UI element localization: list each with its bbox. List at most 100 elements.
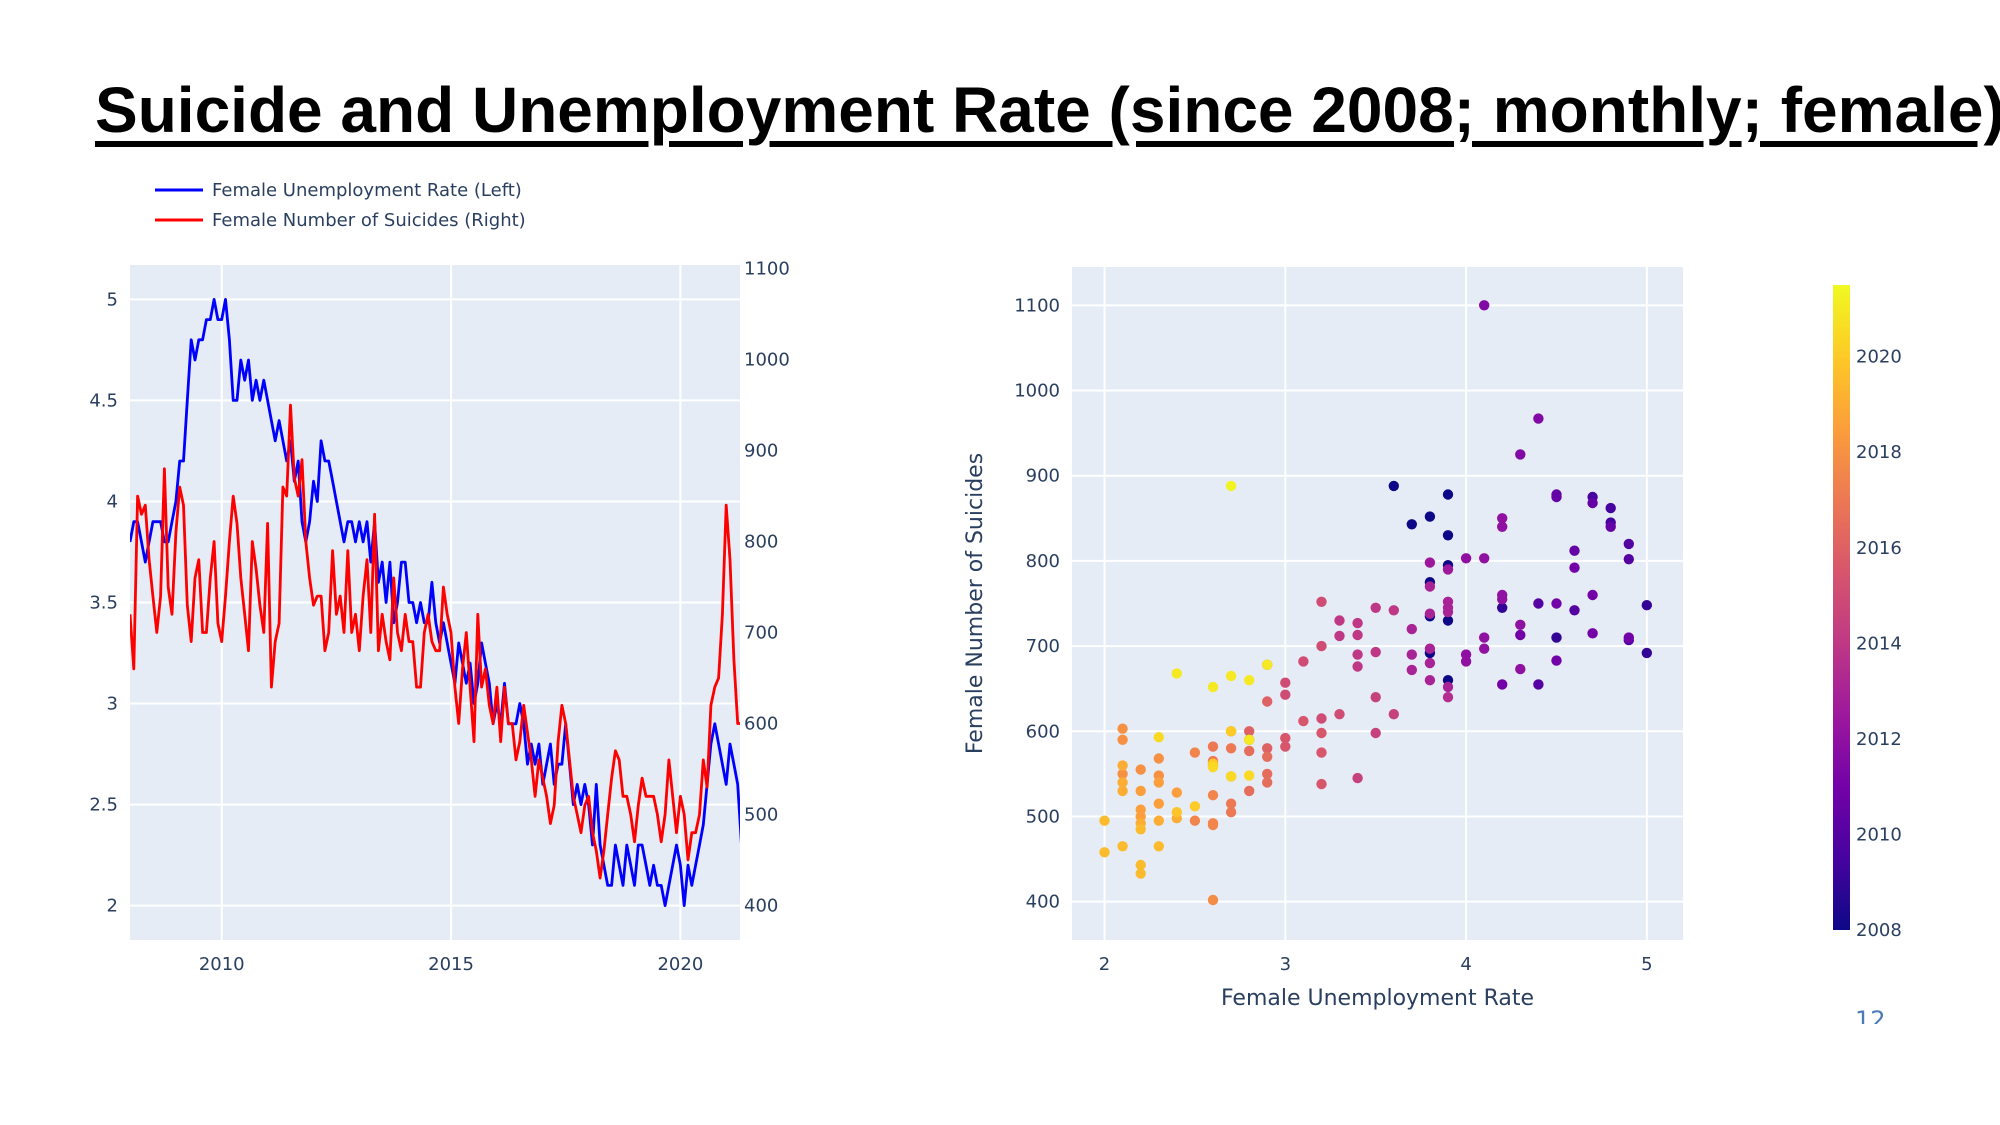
scatter-point bbox=[1442, 692, 1454, 703]
scatter-point bbox=[1262, 659, 1273, 670]
line-y-right-tick-label: 600 bbox=[744, 713, 778, 734]
scatter-point bbox=[1460, 656, 1472, 667]
scatter-x-axis-label: Female Unemployment Rate bbox=[1221, 986, 1534, 1011]
scatter-y-tick-label: 1100 bbox=[1014, 295, 1060, 316]
scatter-point bbox=[1497, 521, 1508, 532]
scatter-point bbox=[1370, 727, 1381, 739]
scatter-point bbox=[1424, 608, 1436, 619]
scatter-point bbox=[1352, 661, 1363, 672]
scatter-point bbox=[1262, 751, 1273, 762]
scatter-y-tick-label: 700 bbox=[1026, 636, 1060, 657]
scatter-point bbox=[1117, 760, 1128, 771]
scatter-point bbox=[1225, 480, 1237, 492]
scatter-point bbox=[1262, 743, 1273, 754]
scatter-point bbox=[1244, 745, 1255, 757]
line-series-suicides bbox=[130, 403, 740, 880]
scatter-point bbox=[1533, 413, 1544, 424]
scatter-point bbox=[1099, 815, 1110, 826]
line-series-unemployment bbox=[130, 297, 740, 907]
scatter-point bbox=[1244, 675, 1255, 686]
scatter-point bbox=[1424, 643, 1436, 654]
scatter-point bbox=[1262, 777, 1273, 788]
scatter-point bbox=[1280, 732, 1291, 744]
scatter-point bbox=[1497, 594, 1508, 605]
colorbar-tick-label: 2018 bbox=[1856, 442, 1902, 463]
scatter-point bbox=[1515, 619, 1526, 630]
scatter-point bbox=[1424, 511, 1436, 522]
line-y-left-tick-label: 5 bbox=[107, 289, 118, 310]
scatter-point bbox=[1135, 859, 1146, 871]
scatter-point bbox=[1551, 632, 1562, 643]
scatter-point bbox=[1479, 632, 1490, 643]
scatter-point bbox=[1515, 449, 1526, 460]
scatter-y-tick-label: 1000 bbox=[1014, 381, 1060, 402]
scatter-point bbox=[1370, 602, 1381, 613]
scatter-point bbox=[1569, 545, 1580, 556]
scatter-point bbox=[1605, 521, 1616, 532]
scatter-point bbox=[1641, 647, 1653, 659]
scatter-point bbox=[1153, 798, 1165, 809]
scatter-y-tick-label: 600 bbox=[1026, 721, 1060, 742]
scatter-point bbox=[1316, 778, 1327, 790]
colorbar-tick-label: 2020 bbox=[1856, 347, 1902, 368]
scatter-point bbox=[1406, 519, 1418, 530]
line-y-right-tick-label: 1100 bbox=[744, 259, 790, 280]
scatter-point bbox=[1207, 761, 1219, 773]
scatter-point bbox=[1533, 679, 1544, 690]
line-y-right-tick-label: 500 bbox=[744, 804, 778, 825]
scatter-point bbox=[1460, 553, 1472, 564]
page-number: 12 bbox=[1855, 1008, 1886, 1024]
scatter-point bbox=[1225, 743, 1237, 754]
scatter-point bbox=[1316, 747, 1327, 758]
scatter-y-tick-label: 500 bbox=[1026, 806, 1060, 827]
slide-title: Suicide and Unemployment Rate (since 200… bbox=[95, 74, 2000, 146]
scatter-point bbox=[1153, 732, 1165, 743]
scatter-point bbox=[1153, 753, 1165, 764]
colorbar-bar bbox=[1833, 285, 1850, 930]
scatter-point bbox=[1352, 772, 1363, 784]
scatter-point bbox=[1262, 696, 1273, 707]
scatter-point bbox=[1117, 841, 1128, 852]
line-x-tick-label: 2020 bbox=[657, 954, 703, 975]
scatter-point bbox=[1334, 630, 1345, 642]
scatter-x-tick-label: 3 bbox=[1280, 954, 1291, 975]
scatter-point bbox=[1207, 681, 1219, 693]
scatter-point bbox=[1117, 768, 1128, 780]
scatter-point bbox=[1207, 894, 1219, 906]
scatter-point bbox=[1171, 787, 1183, 798]
scatter-point bbox=[1497, 679, 1508, 690]
scatter-point bbox=[1551, 491, 1562, 503]
line-y-left-tick-label: 4.5 bbox=[89, 390, 118, 411]
scatter-point bbox=[1424, 557, 1436, 568]
scatter-point bbox=[1406, 649, 1418, 660]
colorbar-tick-label: 2014 bbox=[1856, 633, 1902, 654]
scatter-point bbox=[1442, 530, 1454, 541]
legend-label: Female Number of Suicides (Right) bbox=[212, 210, 526, 231]
scatter-point bbox=[1370, 692, 1381, 703]
line-y-right-tick-label: 1000 bbox=[744, 350, 790, 371]
scatter-point bbox=[1225, 670, 1237, 682]
scatter-point bbox=[1207, 741, 1219, 752]
scatter-point bbox=[1334, 709, 1345, 720]
colorbar-tick-label: 2016 bbox=[1856, 538, 1902, 559]
scatter-point bbox=[1189, 815, 1201, 826]
scatter-point bbox=[1515, 629, 1526, 641]
scatter-point bbox=[1225, 807, 1237, 818]
scatter-point bbox=[1135, 785, 1146, 797]
scatter-point bbox=[1316, 640, 1327, 652]
scatter-point bbox=[1117, 777, 1128, 788]
scatter-point bbox=[1551, 655, 1562, 666]
scatter-point bbox=[1551, 598, 1562, 609]
scatter-point bbox=[1153, 777, 1165, 788]
scatter-point bbox=[1424, 675, 1436, 686]
line-x-tick-label: 2015 bbox=[428, 954, 474, 975]
scatter-point bbox=[1189, 801, 1201, 812]
scatter-point bbox=[1316, 596, 1327, 607]
scatter-point bbox=[1352, 617, 1363, 629]
scatter-point bbox=[1623, 632, 1635, 643]
scatter-point bbox=[1479, 643, 1490, 654]
scatter-point bbox=[1388, 480, 1400, 492]
scatter-point bbox=[1298, 715, 1309, 727]
scatter-x-tick-label: 4 bbox=[1460, 954, 1471, 975]
